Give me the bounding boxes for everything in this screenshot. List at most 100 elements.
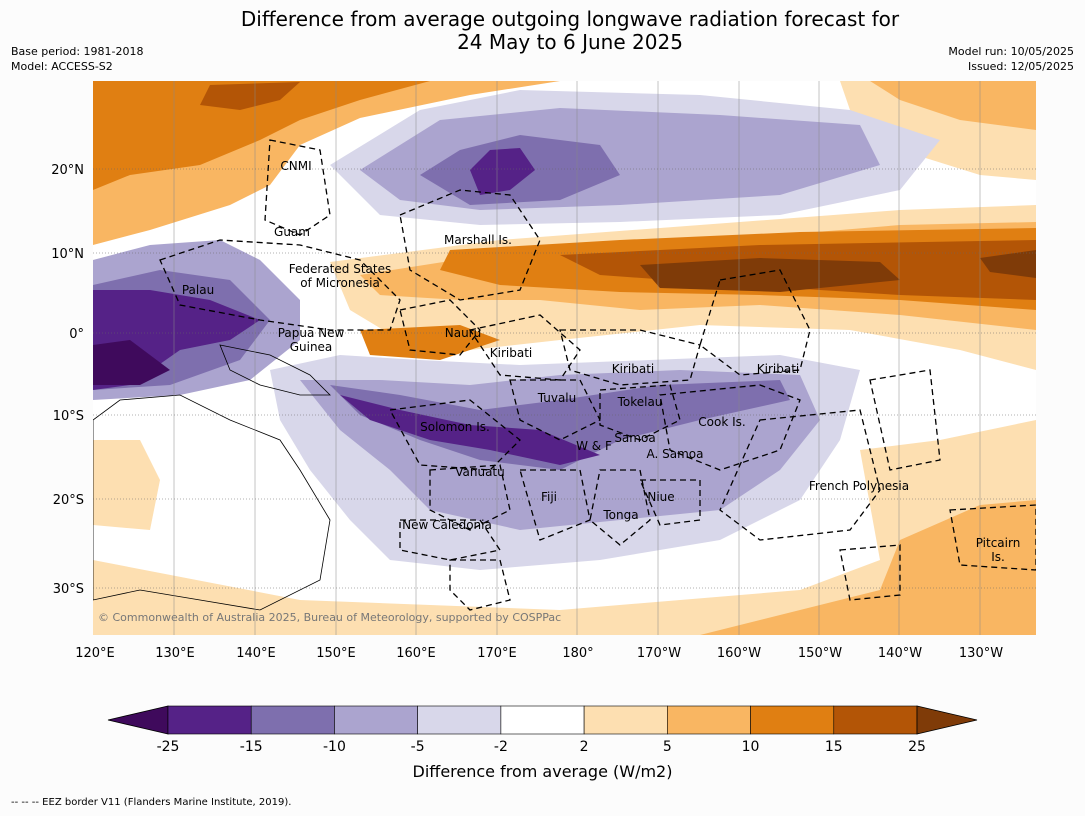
label-fsm-1: Federated States (289, 262, 391, 276)
meta-left: Base period: 1981-2018 Model: ACCESS-S2 (11, 44, 143, 74)
colorbar-tick-label: -25 (157, 739, 180, 755)
label-fsm-2: of Micronesia (300, 276, 380, 290)
label-guam: Guam (274, 225, 310, 239)
label-samoa: Samoa (614, 431, 655, 445)
colorbar-tick-label: 15 (825, 739, 843, 755)
label-pitcairn-2: Is. (991, 550, 1005, 564)
lon-label: 130°W (959, 646, 1003, 661)
label-palau: Palau (182, 283, 214, 297)
orange-ne (870, 81, 1036, 130)
colorbar: -25 -15 -10 -5 -2 2 5 10 15 25 (107, 705, 978, 755)
colorbar-tick-label: -2 (494, 739, 508, 755)
title-line-2: 24 May to 6 June 2025 (457, 30, 683, 54)
new-guinea-coastline (219, 344, 331, 396)
darkest-brown-east (980, 250, 1036, 278)
label-solomon: Solomon Is. (420, 420, 490, 434)
lat-label: 10°N (51, 247, 84, 262)
base-period: Base period: 1981-2018 (11, 45, 144, 58)
colorbar-segment (667, 705, 751, 735)
lat-label: 20°S (53, 493, 84, 508)
colorbar-segment (167, 705, 252, 735)
colorbar-arrow-right (916, 705, 978, 735)
lon-label: 150°W (798, 646, 842, 661)
copyright-text: © Commonwealth of Australia 2025, Bureau… (98, 611, 561, 624)
lat-label: 30°S (53, 582, 84, 597)
lon-label: 130°E (155, 646, 195, 661)
colorbar-tick-label: 25 (908, 739, 926, 755)
colorbar-tick-label: 5 (663, 739, 672, 755)
eez-borders (159, 139, 1036, 611)
colorbar-tick-label: -5 (411, 739, 425, 755)
label-tonga: Tonga (602, 508, 638, 522)
lon-label: 160°W (717, 646, 761, 661)
colorbar-tick-label: -15 (240, 739, 263, 755)
lon-label: 180° (562, 646, 593, 661)
label-cnmi: CNMI (280, 159, 311, 173)
colorbar-segment (750, 705, 835, 735)
lon-label: 140°E (236, 646, 276, 661)
label-cook: Cook Is. (698, 415, 745, 429)
label-fiji: Fiji (541, 490, 557, 504)
lat-label: 20°N (51, 163, 84, 178)
label-new-caledonia: New Caledonia (402, 518, 492, 532)
label-tuvalu: Tuvalu (537, 391, 577, 405)
model-run: Model run: 10/05/2025 (948, 45, 1074, 58)
colorbar-tick-label: 10 (742, 739, 760, 755)
orange-nw-strong (93, 81, 430, 190)
purple-north-dark (470, 148, 535, 195)
label-niue: Niue (647, 490, 674, 504)
footer-note: -- -- -- EEZ border V11 (Flanders Marine… (11, 797, 292, 808)
colorbar-segment (417, 705, 502, 735)
label-pitcairn-1: Pitcairn (976, 536, 1021, 550)
colorbar-tick-label: -10 (323, 739, 346, 755)
colorbar-tick-label: 2 (580, 739, 589, 755)
colorbar-segment (583, 705, 668, 735)
colorbar-arrow-left (107, 705, 169, 735)
lon-label: 170°E (477, 646, 517, 661)
lon-label: 140°W (878, 646, 922, 661)
issued-date: Issued: 12/05/2025 (967, 60, 1074, 73)
lon-label: 170°W (637, 646, 681, 661)
region-labels: CNMI Guam Marshall Is. Federated States … (182, 159, 1020, 564)
lon-label: 160°E (396, 646, 436, 661)
label-tokelau: Tokelau (617, 395, 663, 409)
brown-nw (200, 82, 300, 110)
label-marshall: Marshall Is. (444, 233, 512, 247)
label-french-polynesia: French Polynesia (809, 479, 909, 493)
label-vanuatu: Vanuatu (455, 465, 505, 479)
orange-west-light (93, 440, 160, 530)
label-kiribati-east: Kiribati (757, 362, 799, 376)
gridlines (173, 81, 981, 635)
title-line-1: Difference from average outgoing longwav… (240, 7, 900, 31)
map-field: © Commonwealth of Australia 2025, Bureau… (93, 81, 1036, 635)
australia-coastline (93, 394, 331, 611)
purple-spcz-dark (340, 395, 600, 465)
label-kiribati-west: Kiribati (490, 346, 532, 360)
lat-label: 0° (69, 327, 84, 342)
label-american-samoa: A. Samoa (647, 447, 704, 461)
colorbar-segment (500, 705, 585, 735)
lon-label: 120°E (75, 646, 115, 661)
colorbar-segment (334, 705, 418, 735)
lat-axis-labels: 20°N 10°N 0° 10°S 20°S 30°S (51, 163, 84, 597)
purple-spcz-medium (330, 380, 790, 470)
label-wf: W & F (576, 439, 612, 453)
model-name: Model: ACCESS-S2 (11, 60, 113, 73)
darkest-brown-center (640, 258, 900, 292)
lat-gridlines (93, 168, 1036, 589)
colorbar-label: Difference from average (W/m2) (412, 762, 673, 781)
label-nauru: Nauru (445, 326, 481, 340)
lon-label: 150°E (316, 646, 356, 661)
orange-south (700, 500, 1036, 635)
lat-label: 10°S (53, 409, 84, 424)
label-png-2: Guinea (290, 340, 333, 354)
label-kiribati-central: Kiribati (612, 362, 654, 376)
lon-axis-labels: 120°E 130°E 140°E 150°E 160°E 170°E 180°… (75, 646, 1003, 661)
orange-nauru (360, 325, 500, 360)
meta-right: Model run: 10/05/2025 Issued: 12/05/2025 (948, 44, 1074, 74)
chart-title: Difference from average outgoing longwav… (0, 8, 1085, 54)
label-png-1: Papua New (278, 326, 345, 340)
colorbar-segment (833, 705, 918, 735)
purple-wp-darkest (93, 340, 170, 385)
